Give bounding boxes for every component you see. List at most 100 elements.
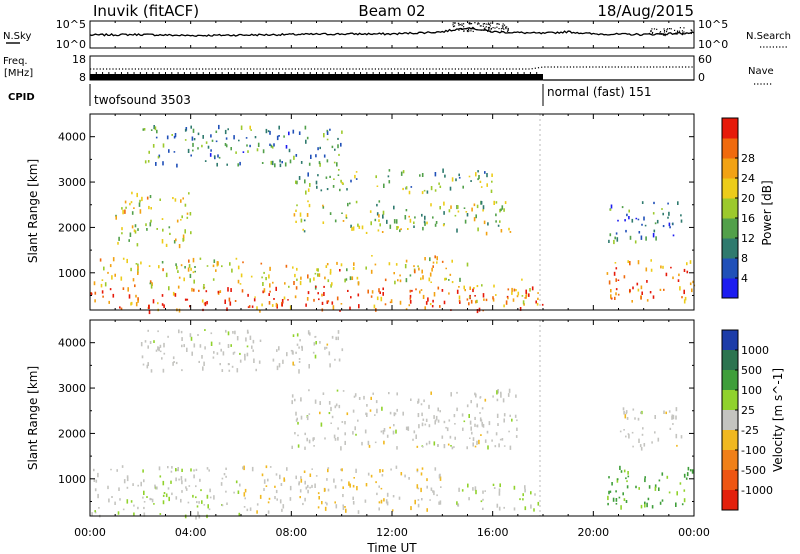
power-cell (519, 307, 522, 311)
velocity-cell (341, 421, 344, 423)
velocity-cell (296, 333, 299, 337)
velocity-cell (522, 493, 524, 497)
velocity-cell (268, 497, 271, 500)
power-cell (212, 278, 215, 281)
velocity-cell (251, 345, 253, 349)
power-cell (652, 233, 655, 238)
velocity-cell (488, 421, 491, 426)
noise-search-dot (484, 29, 486, 31)
power-colorbar-label: 24 (741, 172, 755, 185)
velocity-cell (147, 329, 149, 332)
velocity-cell (420, 487, 422, 493)
power-cell (142, 128, 145, 131)
power-cell (130, 267, 132, 272)
power-cell (340, 303, 343, 305)
velocity-cell (461, 413, 464, 417)
power-cell (376, 296, 379, 301)
power-cell (323, 133, 325, 138)
noise-search-dot (651, 31, 654, 34)
power-cell (175, 238, 177, 242)
power-cell (525, 289, 527, 294)
velocity-cell (126, 475, 129, 479)
velocity-cell (389, 411, 392, 415)
power-cell (458, 176, 461, 179)
velocity-cell (158, 466, 161, 471)
velocity-cell (469, 420, 472, 425)
power-cell (327, 279, 330, 283)
power-cell (326, 300, 329, 304)
power-cell (329, 212, 332, 215)
power-cell (165, 243, 168, 247)
power-cell (135, 302, 138, 307)
power-cell (344, 278, 346, 283)
noise-search-dot (468, 22, 470, 24)
velocity-cell (238, 512, 241, 517)
velocity-cell (626, 485, 629, 489)
velocity-cell (159, 513, 162, 515)
power-cell (424, 222, 426, 226)
velocity-background (90, 320, 694, 516)
velocity-cell (352, 409, 355, 413)
power-cell (454, 214, 457, 217)
power-cell (472, 288, 474, 293)
power-cell (250, 129, 252, 131)
velocity-cell (469, 437, 471, 439)
velocity-cell (295, 411, 297, 416)
velocity-cell (391, 509, 394, 512)
power-cell (347, 289, 349, 292)
power-cell (279, 163, 282, 168)
velocity-cell (642, 427, 644, 430)
noise-search-dot (506, 30, 509, 32)
velocity-cell (689, 469, 692, 472)
power-cell (477, 170, 479, 173)
velocity-ytick-label: 1000 (58, 473, 86, 486)
velocity-cell (486, 430, 489, 434)
power-cell (482, 293, 485, 298)
velocity-cell (430, 487, 433, 491)
power-cell (152, 144, 155, 148)
noise-search-dot (503, 24, 506, 26)
power-colorbar-label: 8 (741, 252, 748, 265)
power-cell (289, 305, 292, 310)
power-cell (299, 212, 302, 217)
power-colorbar-swatch (722, 178, 738, 199)
noise-search-dot (478, 23, 480, 25)
velocity-cell (210, 341, 213, 346)
power-cell (115, 214, 117, 217)
velocity-cell (415, 434, 417, 439)
power-cell (493, 284, 495, 288)
velocity-cell (352, 431, 354, 435)
power-cell (409, 297, 412, 300)
velocity-cell (357, 419, 359, 422)
noise-search-dot (651, 32, 654, 34)
power-cell (378, 200, 381, 203)
power-cell (491, 173, 493, 177)
noise-search-dot (662, 33, 664, 35)
power-cell (326, 188, 329, 191)
power-cell (121, 232, 123, 235)
velocity-cell (212, 356, 215, 359)
noise-left-tick-top: 10^5 (56, 18, 86, 31)
noise-search-dot (452, 25, 455, 28)
power-cell (349, 276, 352, 281)
velocity-cell (297, 421, 299, 425)
velocity-cell (342, 506, 345, 510)
velocity-cell (330, 422, 332, 424)
power-cell (409, 294, 412, 298)
noise-search-dot (494, 27, 496, 29)
velocity-ytick-label: 3000 (58, 382, 86, 395)
velocity-cell (239, 483, 241, 487)
power-cell (351, 276, 354, 280)
power-cell (405, 186, 408, 190)
x-tick-label: 12:00 (376, 526, 408, 539)
power-cell (99, 258, 102, 262)
power-cell (210, 149, 212, 152)
power-cell (450, 205, 452, 209)
velocity-cell (519, 498, 521, 501)
noise-search-dot (485, 29, 488, 31)
velocity-cell (453, 446, 455, 448)
velocity-cell (392, 495, 395, 498)
power-cell (623, 275, 626, 279)
power-cell (318, 273, 321, 277)
velocity-cell (143, 490, 145, 495)
